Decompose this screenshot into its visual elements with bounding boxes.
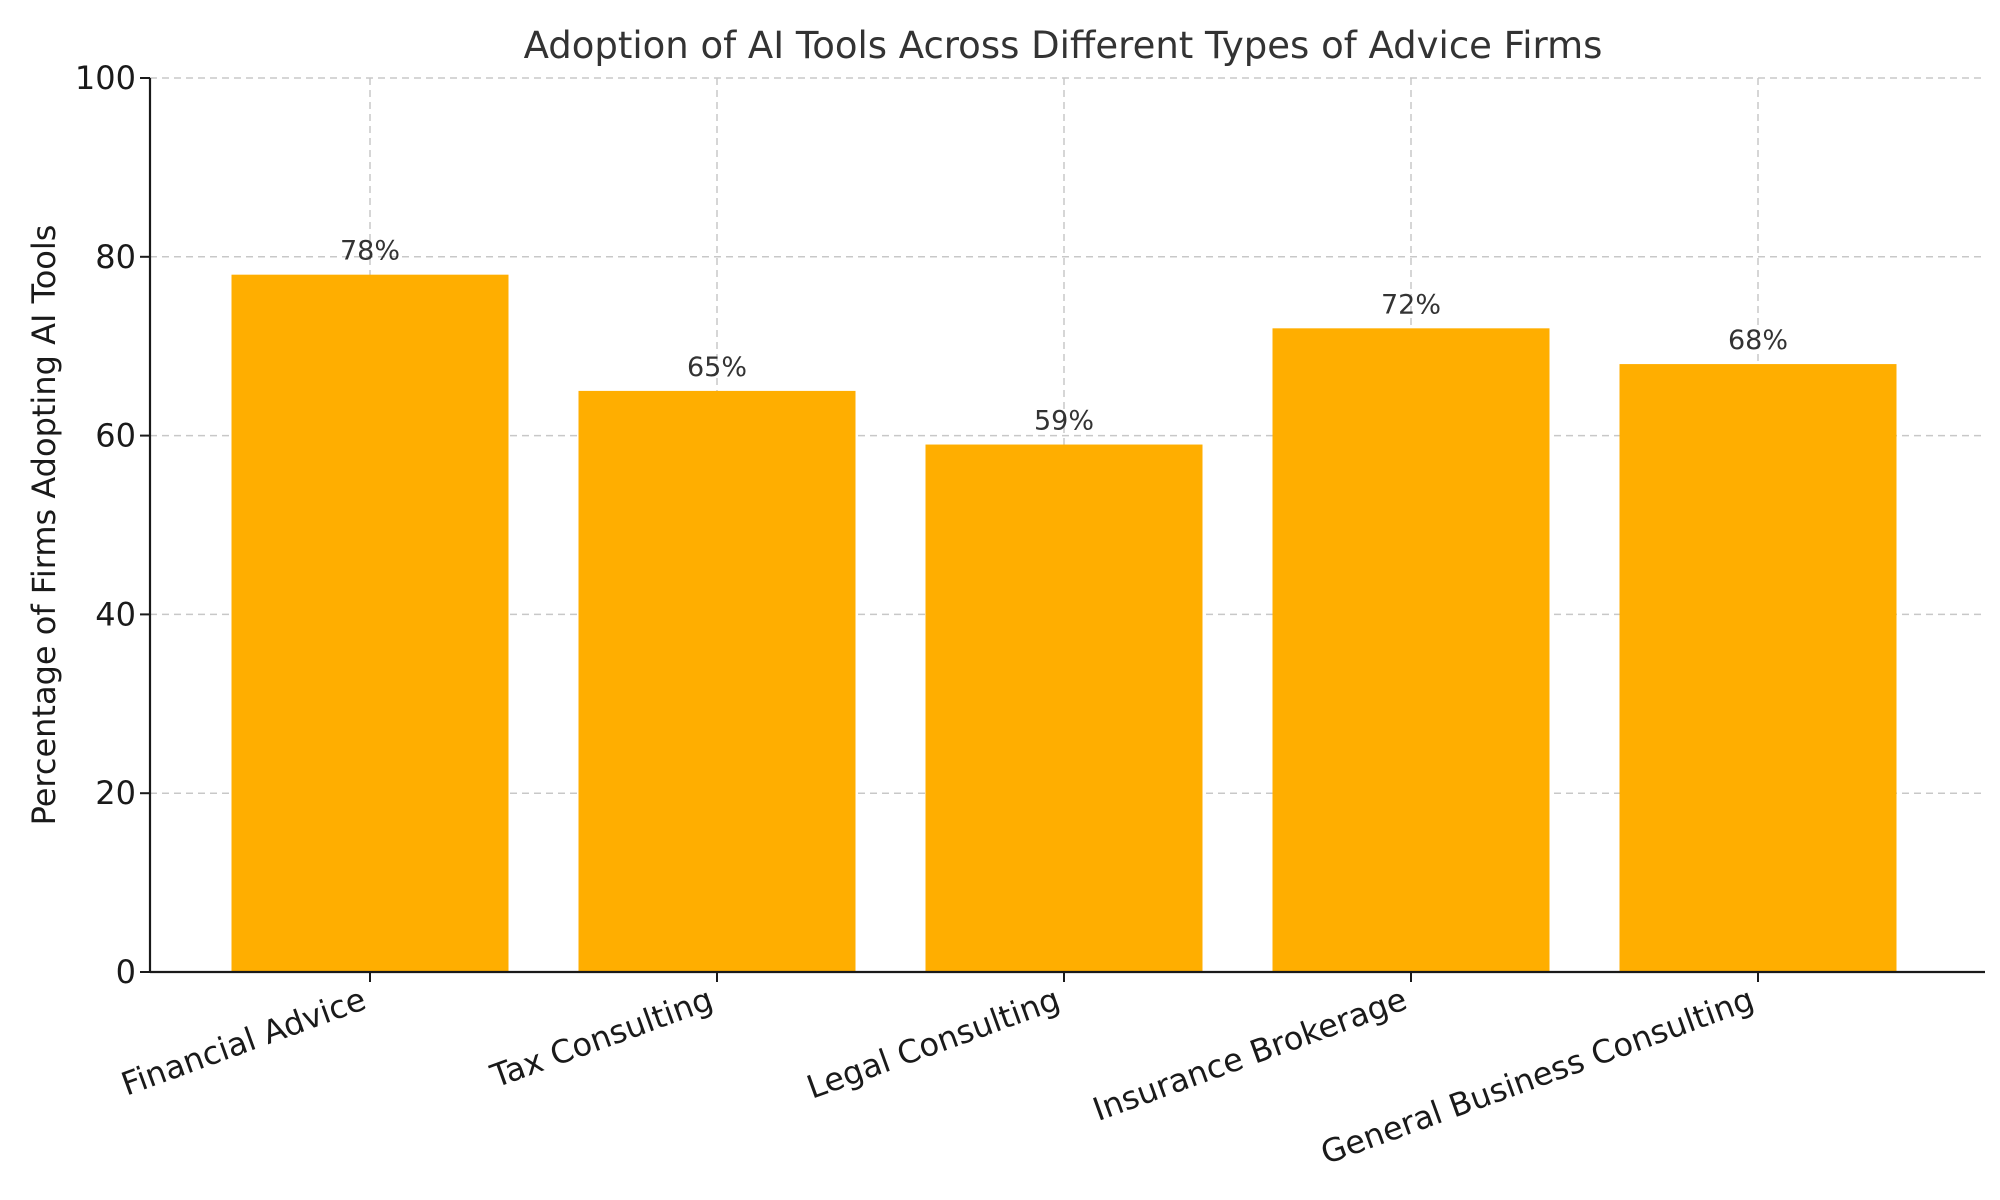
data-label-5: 68% — [1728, 325, 1788, 356]
y-tick-label-0: 0 — [116, 953, 136, 991]
data-labels: 78% 65% 59% 72% 68% — [340, 236, 1788, 437]
data-label-1: 78% — [340, 236, 400, 267]
data-label-2: 65% — [687, 352, 747, 383]
y-tick-label-100: 100 — [75, 59, 136, 97]
axes — [148, 78, 1985, 974]
y-tick-label-40: 40 — [95, 595, 136, 633]
data-label-4: 72% — [1381, 289, 1441, 320]
chart-title: Adoption of AI Tools Across Different Ty… — [524, 24, 1603, 67]
y-tick-label-80: 80 — [95, 238, 136, 276]
bar-3 — [925, 444, 1203, 972]
bar-1 — [231, 274, 509, 972]
y-tick-label-60: 60 — [95, 417, 136, 455]
data-label-3: 59% — [1034, 406, 1094, 437]
bars — [231, 274, 1897, 973]
x-tick-label-1: Financial Advice — [116, 980, 371, 1104]
bar-4 — [1272, 328, 1550, 972]
bar-5 — [1619, 364, 1897, 973]
y-ticks: 0 20 40 60 80 100 — [75, 59, 150, 991]
x-tick-label-4: Insurance Brokerage — [1088, 980, 1412, 1129]
bar-2 — [578, 390, 856, 972]
x-tick-label-3: Legal Consulting — [802, 980, 1065, 1107]
y-axis-label: Percentage of Firms Adopting AI Tools — [25, 225, 63, 826]
x-tick-label-2: Tax Consulting — [485, 980, 718, 1096]
x-ticks: Financial Advice Tax Consulting Legal Cons… — [116, 972, 1759, 1172]
y-tick-label-20: 20 — [95, 774, 136, 812]
